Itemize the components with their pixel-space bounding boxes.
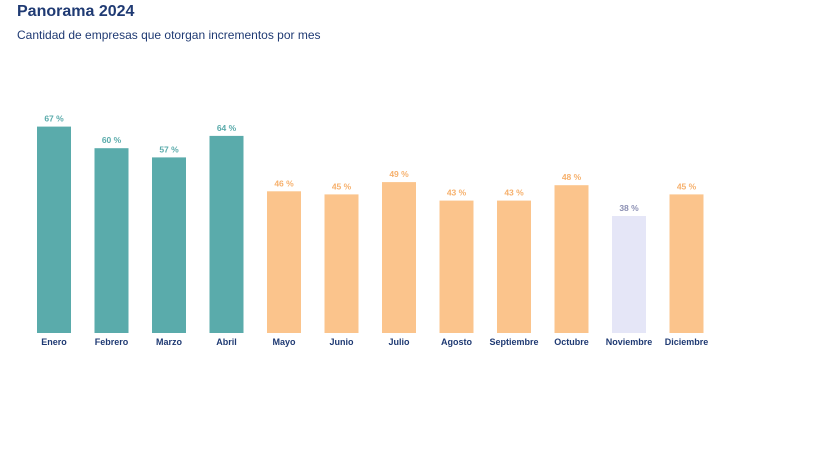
bar-julio bbox=[382, 182, 416, 333]
bar-octubre bbox=[554, 185, 589, 333]
category-label-febrero: Febrero bbox=[95, 337, 129, 347]
value-label-mayo: 46 % bbox=[274, 178, 294, 188]
value-label-junio: 45 % bbox=[332, 181, 352, 191]
value-label-octubre: 48 % bbox=[562, 172, 582, 182]
category-label-abril: Abril bbox=[216, 337, 237, 347]
category-label-julio: Julio bbox=[388, 337, 410, 347]
bar-agosto bbox=[439, 200, 474, 333]
category-label-octubre: Octubre bbox=[554, 337, 589, 347]
category-label-septiembre: Septiembre bbox=[489, 337, 538, 347]
value-label-noviembre: 38 % bbox=[619, 203, 639, 213]
category-label-agosto: Agosto bbox=[441, 337, 472, 347]
chart-title: Panorama 2024 bbox=[17, 3, 135, 20]
bar-enero bbox=[37, 126, 71, 333]
bar-diciembre bbox=[669, 194, 704, 333]
bar-septiembre bbox=[497, 200, 531, 333]
bar-noviembre bbox=[612, 216, 646, 333]
value-label-diciembre: 45 % bbox=[677, 181, 697, 191]
category-label-diciembre: Diciembre bbox=[665, 337, 709, 347]
category-label-mayo: Mayo bbox=[272, 337, 296, 347]
bar-abril bbox=[209, 135, 244, 333]
value-label-abril: 64 % bbox=[217, 123, 237, 133]
value-label-julio: 49 % bbox=[389, 169, 409, 179]
bar-marzo bbox=[152, 157, 186, 333]
value-label-agosto: 43 % bbox=[447, 188, 467, 198]
bar-junio bbox=[324, 194, 359, 333]
chart-subtitle: Cantidad de empresas que otorgan increme… bbox=[17, 28, 321, 42]
bar-mayo bbox=[267, 191, 301, 333]
value-label-febrero: 60 % bbox=[102, 135, 122, 145]
bar-febrero bbox=[94, 148, 129, 333]
category-label-junio: Junio bbox=[330, 337, 355, 347]
value-label-marzo: 57 % bbox=[159, 144, 179, 154]
value-label-septiembre: 43 % bbox=[504, 188, 524, 198]
category-label-marzo: Marzo bbox=[156, 337, 183, 347]
category-label-enero: Enero bbox=[41, 337, 67, 347]
category-label-noviembre: Noviembre bbox=[606, 337, 653, 347]
value-label-enero: 67 % bbox=[44, 114, 64, 124]
